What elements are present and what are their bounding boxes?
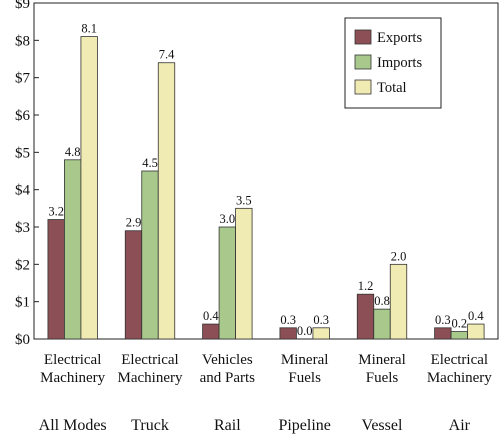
bar-exports	[47, 219, 65, 340]
mode-label: Air	[449, 417, 471, 434]
data-label: 0.8	[374, 294, 390, 308]
bar-exports	[434, 327, 452, 340]
y-tick-label: $9	[15, 0, 30, 12]
bar-total	[312, 327, 330, 340]
data-label: 0.2	[452, 317, 468, 331]
data-label: 3.2	[48, 205, 64, 219]
legend: Exports Imports Total	[344, 17, 442, 109]
data-label: 2.9	[126, 216, 142, 230]
y-tick-label: $6	[15, 108, 31, 124]
bar-total	[389, 263, 408, 340]
bar-imports	[64, 159, 82, 340]
data-label: 7.4	[159, 48, 175, 62]
bar-imports	[450, 331, 468, 340]
y-tick-label: $1	[15, 295, 30, 311]
bar-total	[467, 323, 485, 340]
mode-label: Rail	[214, 417, 241, 434]
mode-label: All Modes	[39, 417, 107, 434]
data-label: 3.5	[236, 193, 252, 207]
bar-exports	[356, 293, 375, 340]
data-label: 0.0	[297, 324, 313, 338]
category-label-line-2: Machinery	[427, 370, 492, 386]
category-label-line-1: Electrical	[121, 352, 178, 368]
plot-border	[33, 2, 499, 340]
legend-swatch-exports	[354, 29, 372, 45]
y-axis: $0 $1 $2 $3 $4 $5 $6 $7 $8 $9	[15, 0, 39, 348]
bar-exports	[202, 323, 220, 340]
data-label: 2.0	[391, 249, 407, 263]
data-label: 0.4	[203, 309, 219, 323]
legend-swatch-total	[354, 79, 372, 95]
data-label: 3.0	[220, 212, 236, 226]
y-tick-label: $4	[15, 183, 31, 199]
bar-total	[157, 62, 176, 340]
category-label-line-1: Mineral	[281, 352, 328, 368]
y-tick-label: $5	[15, 145, 30, 161]
bar-exports	[124, 230, 143, 340]
bar-total	[80, 36, 98, 340]
x-axis: Electrical Machinery All Modes Electrical Ma…	[39, 352, 493, 434]
category-label-line-1: Electrical	[431, 352, 488, 368]
bar-imports	[218, 226, 236, 340]
data-labels: 3.24.88.12.94.57.40.43.03.50.30.00.31.20…	[48, 22, 484, 338]
data-label: 0.3	[313, 313, 329, 327]
data-label: 0.4	[468, 309, 484, 323]
category-label-line-2: Fuels	[366, 370, 399, 386]
bar-exports	[279, 327, 297, 340]
mode-label: Pipeline	[278, 417, 330, 434]
bar-imports	[141, 170, 159, 340]
legend-swatch-imports	[354, 54, 372, 70]
data-label: 0.3	[435, 313, 451, 327]
data-label: 0.3	[280, 313, 296, 327]
data-label: 4.8	[65, 145, 81, 159]
category-label-line-2: Machinery	[118, 370, 183, 386]
legend-label-total: Total	[377, 80, 407, 96]
y-tick-label: $2	[15, 257, 30, 273]
y-tick-label: $3	[15, 220, 30, 236]
legend-label-exports: Exports	[377, 30, 422, 46]
y-tick-label: $0	[15, 332, 30, 348]
bar-imports	[373, 308, 391, 340]
category-label-line-2: Machinery	[40, 370, 105, 386]
category-label-line-1: Vehicles	[202, 352, 253, 368]
category-label-line-1: Mineral	[358, 352, 405, 368]
data-label: 1.2	[358, 279, 374, 293]
data-label: 4.5	[142, 156, 158, 170]
category-label-line-2: and Parts	[200, 370, 256, 386]
mode-label: Truck	[131, 417, 169, 434]
y-tick-label: $8	[15, 33, 30, 49]
y-tick-label: $7	[15, 71, 31, 87]
legend-label-imports: Imports	[377, 55, 422, 71]
plot-frame	[33, 2, 499, 340]
data-label: 8.1	[81, 22, 97, 36]
bar-total	[235, 207, 253, 340]
mode-label: Vessel	[362, 417, 403, 434]
category-label-line-2: Fuels	[288, 370, 321, 386]
bars	[47, 36, 485, 340]
category-label-line-1: Electrical	[44, 352, 101, 368]
